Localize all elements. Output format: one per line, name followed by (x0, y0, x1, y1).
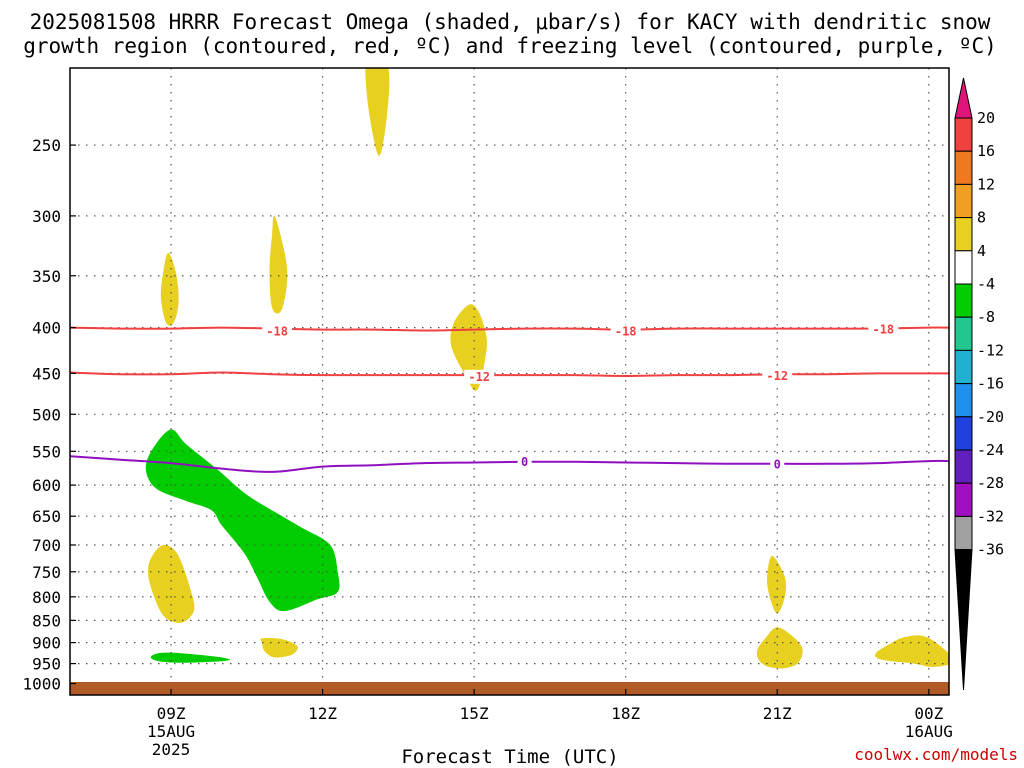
colorbar-tick-label: -24 (977, 441, 1004, 459)
colorbar-bin--36to-32 (954, 515, 973, 551)
contour-label-bg-0-1 (770, 457, 785, 472)
contour-line--18 (70, 326, 949, 332)
contour-label--18: -18 (266, 324, 288, 338)
y-tick-label-550: 550 (32, 442, 61, 461)
x-tick-date-16AUG: 16AUG (905, 722, 953, 741)
x-tick-label-12Z: 12Z (308, 704, 337, 723)
y-tick-label-300: 300 (32, 207, 61, 226)
omega-region-4to8-7 (756, 627, 803, 669)
x-axis-label: Forecast Time (UTC) (401, 746, 618, 768)
colorbar-tick-label: 8 (977, 209, 986, 227)
omega-region-4to8-4 (148, 544, 195, 623)
colorbar-bin-16to20 (954, 117, 973, 152)
colorbar-bin--28to-24 (954, 449, 973, 484)
omega-region-4to8-5 (767, 555, 787, 614)
colorbar-cap-bottom (954, 549, 973, 691)
x-tick-label-00Z: 00Z (914, 704, 943, 723)
contour-labels: -18 -18 -18 -12 -12 0 0 (262, 322, 899, 472)
x-tick-year-2025: 2025 (152, 740, 191, 759)
colorbar-tick-label: 4 (977, 242, 986, 260)
colorbar-bin-12to16 (954, 150, 973, 185)
y-tick-label-900: 900 (32, 634, 61, 653)
colorbar-tick-label: 16 (977, 142, 995, 160)
colorbar-tick-label: -28 (977, 474, 1004, 492)
chart-title-line2: growth region (contoured, red, ºC) and f… (23, 34, 997, 58)
colorbar-bin--12to-8 (954, 316, 973, 351)
omega-shading (145, 68, 949, 669)
y-tick-label-250: 250 (32, 136, 61, 155)
x-tick-label-18Z: 18Z (611, 704, 640, 723)
credit-text[interactable]: coolwx.com/models (854, 745, 1018, 764)
colorbar-tick-label: 12 (977, 175, 995, 193)
chart-title-line1: 2025081508 HRRR Forecast Omega (shaded, … (30, 10, 991, 34)
y-tick-label-450: 450 (32, 364, 61, 383)
colorbar-bin--20to-16 (954, 383, 973, 418)
omega-region--8to-4-10 (150, 652, 230, 663)
contour-label-bg-0-0 (517, 454, 532, 469)
colorbar: 20 16 12 8 4 -4 -8 -12 -16 -20 -24 -28 -32 -36 (954, 77, 1004, 691)
colorbar-tick-label: 20 (977, 109, 995, 127)
plot-area (70, 68, 949, 695)
contour-label--12: -12 (766, 369, 788, 383)
plot-frame (69, 67, 950, 696)
colorbar-bin--32to-28 (954, 482, 973, 517)
y-tick-label-850: 850 (32, 611, 61, 630)
contour-label-bg--18-2 (868, 322, 899, 337)
y-tick-label-600: 600 (32, 476, 61, 495)
colorbar-bin-4to8 (954, 217, 973, 252)
contour-label-bg--12-1 (762, 368, 793, 383)
colorbar-bin--24to-20 (954, 416, 973, 451)
y-axis: 250 300 350 400 450 500 550 600 650 700 750 800 850 9… (22, 136, 76, 694)
contour-label-0: 0 (774, 458, 781, 472)
colorbar-bin-8to12 (954, 183, 973, 219)
y-tick-label-400: 400 (32, 319, 61, 338)
contour-label--18: -18 (872, 323, 894, 337)
x-tick-date-15AUG: 15AUG (147, 722, 195, 741)
contour-label-0: 0 (521, 455, 528, 469)
surface-strip (70, 682, 949, 695)
omega-region-4to8-2 (269, 215, 288, 314)
colorbar-tick-label: -36 (977, 541, 1004, 559)
y-tick-label-1000: 1000 (22, 675, 61, 694)
colorbar-tick-label: -12 (977, 341, 1004, 359)
contour-line--12 (70, 371, 949, 378)
omega-region-4to8-3 (450, 304, 487, 391)
omega-region-4to8-1 (160, 252, 179, 326)
y-tick-label-750: 750 (32, 563, 61, 582)
y-tick-label-950: 950 (32, 655, 61, 674)
contour-label-bg--12-0 (464, 369, 495, 384)
colorbar-tick-label: -8 (977, 308, 995, 326)
x-tick-label-09Z: 09Z (157, 704, 186, 723)
x-tick-label-15Z: 15Z (460, 704, 489, 723)
colorbar-tick-label: -16 (977, 375, 1004, 393)
grid-lines (70, 68, 949, 695)
contour-label-bg--18-1 (610, 324, 641, 339)
colorbar-bin--8to-4 (954, 283, 973, 318)
omega-region-4to8-8 (875, 635, 949, 667)
y-tick-label-350: 350 (32, 267, 61, 286)
omega-region-4to8-6 (260, 637, 298, 658)
colorbar-tick-label: -4 (977, 275, 995, 293)
colorbar-cap-top (954, 77, 973, 119)
omega-region-4to8-0 (365, 68, 390, 156)
contour-label--18: -18 (615, 324, 637, 338)
y-tick-label-500: 500 (32, 405, 61, 424)
contour-label-bg--18-0 (262, 324, 293, 339)
colorbar-tick-label: -20 (977, 408, 1004, 426)
colorbar-bin--16to-12 (954, 349, 973, 385)
colorbar-tick-label: -32 (977, 507, 1004, 525)
y-tick-label-700: 700 (32, 536, 61, 555)
colorbar-bin--4to4 (954, 250, 973, 285)
y-tick-label-650: 650 (32, 507, 61, 526)
contour-lines (70, 326, 949, 473)
x-tick-label-21Z: 21Z (763, 704, 792, 723)
y-tick-label-800: 800 (32, 588, 61, 607)
contour-label--12: -12 (468, 370, 490, 384)
omega-region--8to-4-9 (145, 429, 340, 612)
